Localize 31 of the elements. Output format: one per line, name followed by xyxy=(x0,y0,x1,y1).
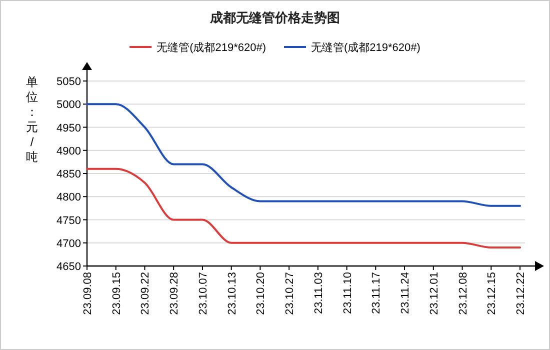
x-tick-label: 23.12.22 xyxy=(515,272,527,315)
x-tick-label: 23.10.07 xyxy=(197,272,210,315)
x-tick-label: 23.09.15 xyxy=(110,272,123,315)
y-axis-title: 单位：元/吨 xyxy=(26,75,38,164)
x-tick-label: 23.10.20 xyxy=(255,272,268,315)
y-tick-label: 4800 xyxy=(56,192,81,204)
x-tick-label: 23.10.13 xyxy=(226,272,238,315)
y-tick-label: 5000 xyxy=(56,99,81,112)
x-tick-label: 23.12.08 xyxy=(457,272,470,315)
legend-label: 无缝管(成都219*620#) xyxy=(311,41,420,54)
y-tick-label: 4850 xyxy=(56,168,81,180)
y-tick-label: 4650 xyxy=(56,261,81,273)
y-tick-label: 5050 xyxy=(56,76,81,88)
x-tick-label: 23.09.08 xyxy=(82,272,94,315)
x-tick-label: 23.11.17 xyxy=(370,272,383,314)
y-tick-label: 4900 xyxy=(56,145,81,158)
y-tick-label: 4700 xyxy=(56,238,81,250)
x-tick-label: 23.12.15 xyxy=(486,272,498,315)
x-tick-label: 23.11.24 xyxy=(400,272,412,314)
x-tick-label: 23.11.03 xyxy=(312,272,325,314)
line-series xyxy=(86,103,521,207)
x-tick-label: 23.10.27 xyxy=(284,272,296,315)
x-tick-label: 23.09.28 xyxy=(168,272,181,315)
line-series xyxy=(86,168,521,248)
chart-title: 成都无缝管价格走势图 xyxy=(209,10,340,25)
x-tick-label: 23.12.01 xyxy=(428,272,440,315)
y-tick-label: 4750 xyxy=(56,214,81,227)
legend-label: 无缝管(成都219*620#) xyxy=(156,41,266,54)
y-tick-label: 4950 xyxy=(56,122,81,134)
x-tick-label: 23.09.22 xyxy=(140,272,152,315)
x-tick-label: 23.11.10 xyxy=(342,272,354,314)
